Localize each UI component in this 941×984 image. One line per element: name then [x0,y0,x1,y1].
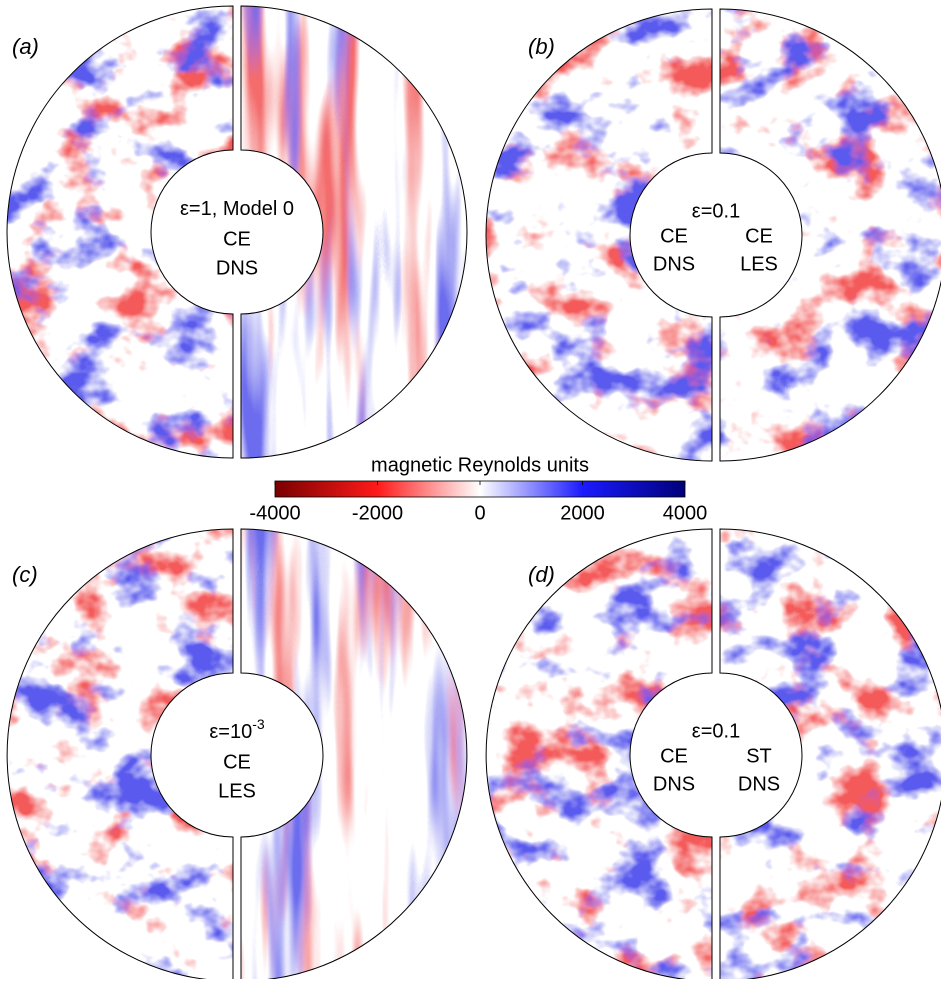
tick-label: -2000 [352,502,403,524]
half-annulus-outline [6,528,234,982]
half-annulus-outline [240,528,468,982]
annotation-exponent: -3 [252,716,265,732]
annotation: LES [218,780,256,802]
panel: (b) ε=0.1CE DNS CE LES [485,8,941,462]
annotation: ε=0.1 [692,720,740,742]
annotation: CE [745,225,773,247]
annotation: CE [660,225,688,247]
tick-label: 2000 [560,502,605,524]
colorbar: magnetic Reynolds units -4000 -2000 0 2000 40… [249,454,707,524]
annotation: ST [746,745,772,767]
field-image [7,6,233,458]
annotation-text: ε=1, Model 0 [180,198,294,220]
annotation: DNS [738,773,780,795]
panel-label: (a) [12,34,39,59]
annotation-text: ε=10 [209,721,252,743]
tick-label: 4000 [663,502,708,524]
field-image [241,529,467,981]
annotation: DNS [653,253,695,275]
half-annulus-outline [240,5,468,459]
panel-label: (c) [12,562,38,587]
annotation: CE [223,228,251,250]
annotation: DNS [216,257,258,279]
panel: (d) ε=0.1CE DNS ST DNS [485,528,941,982]
half-annulus-outline [485,8,713,462]
annotation: LES [740,253,778,275]
half-annulus-outline [719,8,941,462]
field-image [7,529,233,981]
half-annulus-outline [719,528,941,982]
panel: (c) ε=10-3 CE LES [6,528,468,982]
half-annulus-outline [6,5,234,459]
panel-label: (b) [528,34,555,59]
annotation: CE [223,751,251,773]
panel: (a) ε=1, Model 0 CE DNS [6,5,468,459]
annotation: ε=10-3 [209,716,265,744]
annotation: ε=0.1 [692,200,740,222]
colorbar-label: magnetic Reynolds units [371,454,589,476]
tick-label: 0 [474,502,485,524]
annotation: CE [660,745,688,767]
panel-label: (d) [528,562,555,587]
tick-label: -4000 [249,502,300,524]
half-annulus-outline [485,528,713,982]
annotation: DNS [653,773,695,795]
annotation: ε=1, Model 0 [180,198,294,220]
field-image [241,6,467,458]
